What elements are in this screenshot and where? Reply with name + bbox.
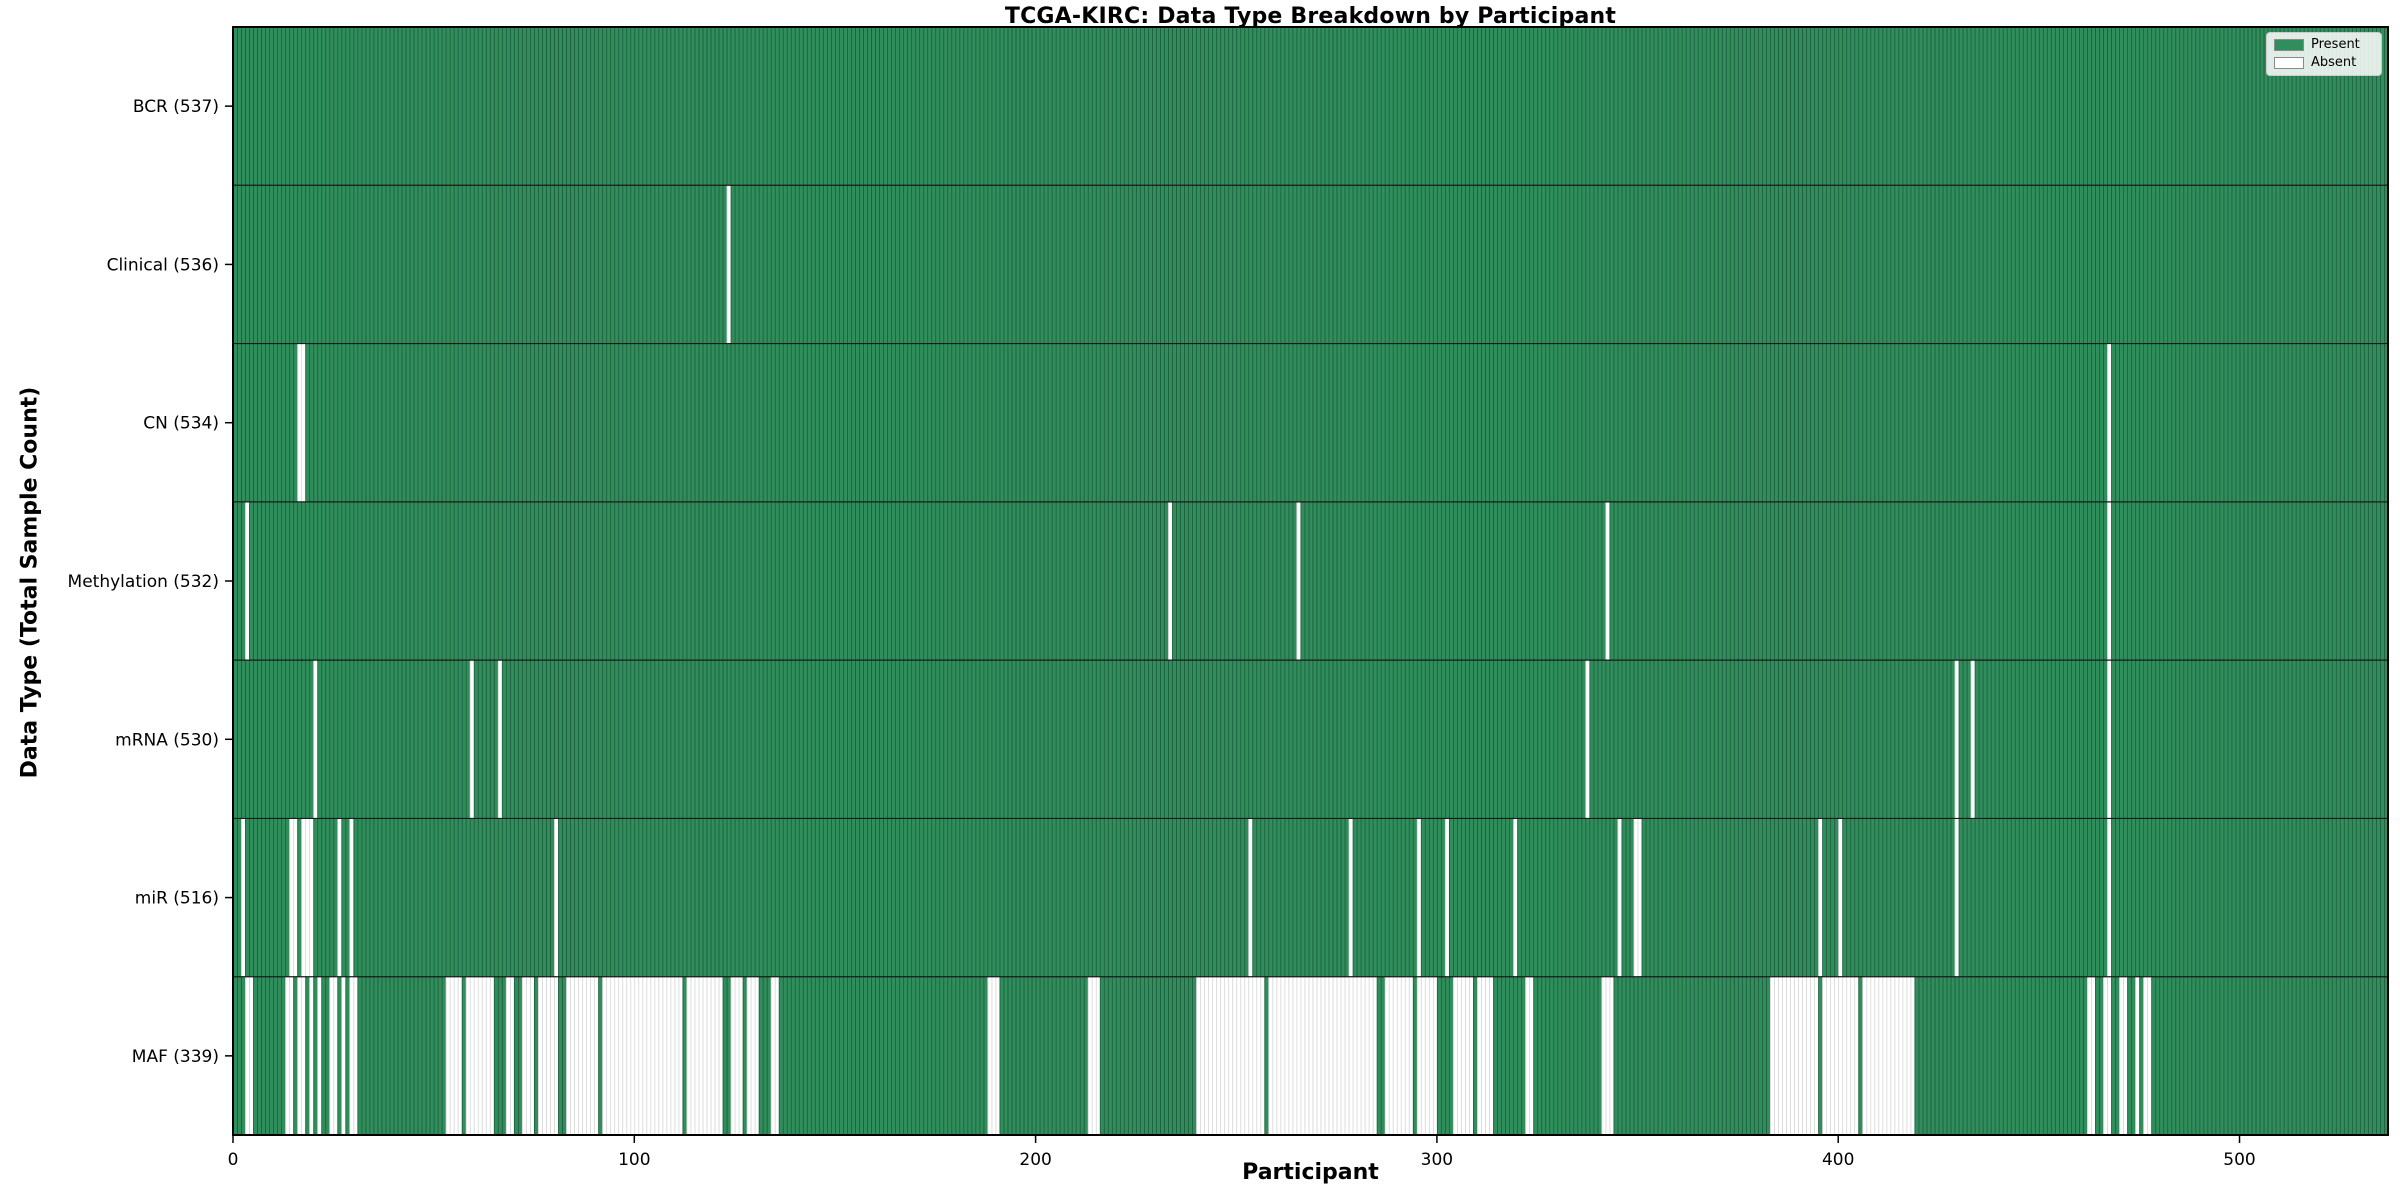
absent-gap — [602, 976, 683, 1135]
absent-gap — [1617, 818, 1622, 977]
absent-gap — [241, 818, 246, 977]
present-swatch — [2274, 39, 2304, 51]
legend-label-present: Present — [2311, 37, 2360, 52]
absent-gap — [337, 818, 342, 977]
absent-gap — [301, 818, 314, 977]
absent-gap — [1818, 818, 1823, 977]
absent-gap — [1525, 976, 1534, 1135]
absent-gap — [730, 976, 743, 1135]
absent-gap — [1348, 818, 1353, 977]
absent-gap — [1248, 818, 1253, 977]
absent-gap — [309, 976, 314, 1135]
absent-gap — [1513, 818, 1518, 977]
y-tick-label-Clinical: Clinical (536) — [107, 255, 219, 275]
absent-gap — [245, 501, 250, 661]
absent-gap — [349, 976, 358, 1135]
absent-gap — [537, 976, 559, 1135]
x-tick-label: 0 — [228, 1150, 239, 1170]
x-tick-label: 300 — [1421, 1150, 1453, 1170]
absent-gap — [465, 976, 494, 1135]
absent-gap — [2135, 976, 2140, 1135]
row-band-Methylation — [233, 501, 2388, 661]
absent-gap — [554, 818, 559, 977]
y-tick-label-Methylation: Methylation (532) — [68, 572, 219, 592]
absent-gap — [2107, 660, 2112, 819]
absent-gap — [1268, 976, 1377, 1135]
absent-gap — [2107, 818, 2112, 977]
absent-gap — [770, 976, 779, 1135]
x-axis-label: Participant — [1242, 1160, 1379, 1185]
y-tick-label-BCR: BCR (537) — [133, 97, 219, 117]
absent-gap — [2119, 976, 2128, 1135]
legend-label-absent: Absent — [2311, 55, 2357, 70]
absent-gap — [686, 976, 723, 1135]
absent-gap — [1585, 660, 1590, 819]
absent-gap — [1196, 976, 1265, 1135]
y-tick-label-CN: CN (534) — [143, 414, 219, 434]
absent-gap — [317, 976, 322, 1135]
row-band-mRNA — [233, 660, 2388, 819]
row-band-miR — [233, 818, 2388, 977]
absent-gap — [297, 976, 306, 1135]
absent-gap — [1416, 818, 1421, 977]
absent-gap — [245, 976, 254, 1135]
absent-gap — [1601, 976, 1614, 1135]
absent-gap — [2107, 343, 2112, 502]
absent-gap — [1168, 501, 1173, 661]
row-band-CN — [233, 343, 2388, 502]
absent-gap — [2143, 976, 2152, 1135]
x-tick-label: 100 — [618, 1150, 650, 1170]
absent-gap — [1452, 976, 1474, 1135]
absent-gap — [1954, 660, 1959, 819]
absent-swatch — [2274, 57, 2304, 69]
absent-gap — [285, 976, 294, 1135]
absent-gap — [1862, 976, 1915, 1135]
absent-gap — [1087, 976, 1100, 1135]
y-tick-label-mRNA: mRNA (530) — [115, 730, 219, 750]
absent-gap — [1296, 501, 1301, 661]
absent-gap — [505, 976, 514, 1135]
absent-gap — [289, 818, 298, 977]
absent-gap — [497, 660, 502, 819]
absent-gap — [726, 185, 731, 344]
x-tick-label: 500 — [2223, 1150, 2255, 1170]
absent-gap — [1769, 976, 1819, 1135]
absent-gap — [341, 976, 346, 1135]
absent-gap — [1477, 976, 1494, 1135]
absent-gap — [2107, 501, 2112, 661]
absent-gap — [329, 976, 338, 1135]
absent-gap — [566, 976, 599, 1135]
absent-gap — [1384, 976, 1413, 1135]
absent-gap — [2087, 976, 2096, 1135]
absent-gap — [1605, 501, 1610, 661]
row-band-BCR — [233, 27, 2388, 186]
absent-gap — [1838, 818, 1843, 977]
legend-item-absent: Absent — [2274, 56, 2373, 70]
absent-gap — [349, 818, 354, 977]
absent-gap — [1822, 976, 1859, 1135]
row-band-Clinical — [233, 185, 2388, 344]
absent-gap — [313, 660, 318, 819]
absent-gap — [987, 976, 1000, 1135]
x-tick-label: 400 — [1822, 1150, 1854, 1170]
absent-gap — [297, 343, 306, 502]
absent-gap — [469, 660, 474, 819]
absent-gap — [1954, 818, 1959, 977]
absent-gap — [521, 976, 534, 1135]
x-tick-label: 200 — [1019, 1150, 1051, 1170]
absent-gap — [1633, 818, 1642, 977]
absent-gap — [445, 976, 462, 1135]
absent-gap — [1444, 818, 1449, 977]
legend: Present Absent — [2266, 32, 2382, 76]
chart-title: TCGA-KIRC: Data Type Breakdown by Partic… — [1004, 4, 1617, 29]
y-tick-label-MAF: MAF (339) — [132, 1047, 219, 1067]
y-tick-label-miR: miR (516) — [135, 889, 219, 909]
absent-gap — [1970, 660, 1975, 819]
legend-item-present: Present — [2274, 38, 2373, 52]
absent-gap — [746, 976, 759, 1135]
absent-gap — [1416, 976, 1437, 1135]
absent-gap — [2103, 976, 2112, 1135]
